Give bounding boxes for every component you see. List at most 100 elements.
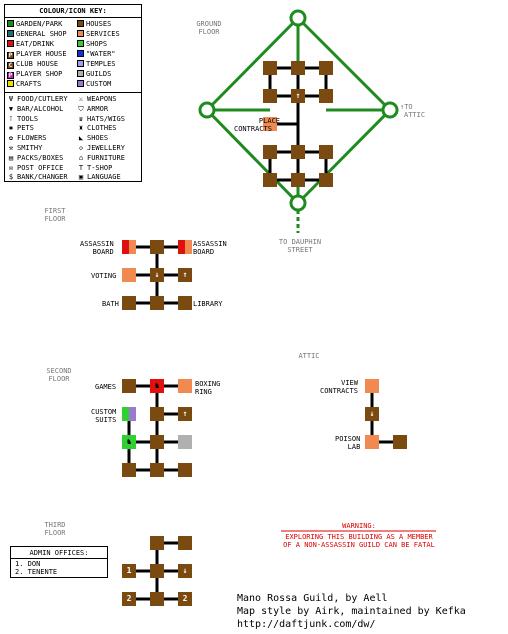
colour-swatch-icon [7,40,14,47]
house-room [122,463,136,477]
colour-swatch-icon: P [7,72,14,79]
house-room: ↓ [365,407,379,421]
house-room: 1 [122,564,136,578]
house-room [291,61,305,75]
key-icon-armor: ⛉ ARMOR [78,104,109,113]
pets-icon: ✱ [8,124,14,133]
house-room [150,564,164,578]
house-room [393,435,407,449]
boxing-ring-label: BOXING RING [195,380,221,396]
place-contracts-label: PLACE [258,117,280,125]
smithy-icon: ⚒ [8,144,14,152]
house-room [291,145,305,159]
admin-offices-box: ADMIN OFFICES: 1. DON 2. TENENTE [10,546,108,578]
colour-swatch-icon [77,60,84,67]
assassin-board-room [178,240,192,254]
key-colour-houses: HOUSES [77,20,111,29]
to-attic-label: ↑TO ATTIC [400,103,426,119]
second-floor-title: SECOND FLOOR [46,367,72,383]
key-icon-packs-boxes: ▤ PACKS/BOXES [8,153,64,162]
guild-room [178,435,192,449]
admin-office-number: 2 [126,594,132,603]
packs-boxes-icon: ▤ [8,153,14,162]
key-icon-hats-wigs: ♛ HATS/WIGS [78,114,125,123]
warning-line-1: EXPLORING THIS BUILDING AS A MEMBER [285,533,433,541]
house-room [263,61,277,75]
house-room: ↓ [150,268,164,282]
stairs-down-icon: ↓ [369,409,375,418]
ground-garden-paths [205,16,392,233]
key-colour-services: SERVICES [77,30,120,39]
armor-icon: ⛉ [78,104,84,113]
key-colour-water: "WATER" [77,50,116,59]
house-room: 2 [122,592,136,606]
house-room [178,296,192,310]
warning-title: WARNING: [342,522,376,530]
key-icon-jewellery: ◇ JEWELLERY [78,144,125,152]
house-room: ↓ [178,564,192,578]
house-room: ↑ [178,268,192,282]
key-divider [5,92,141,93]
key-icon-bank-changer: $ BANK/CHANGER [8,173,68,182]
ground-garden-nodes [198,9,399,212]
credit-style: Map style by Airk, maintained by Kefka [237,606,466,617]
key-colour-crafts: CRAFTS [7,80,41,89]
key-colour-shops: SHOPS [77,40,107,49]
shop-room: ♞ [122,435,136,449]
colour-swatch-icon [77,70,84,77]
weapons-icon: ♞ [154,381,160,390]
admin-office-1: 1. DON [15,560,41,568]
tools-icon: ⊺ [9,114,13,123]
voting-label: VOTING [91,272,117,280]
house-room [291,173,305,187]
credit-title: Mano Rossa Guild, by Aell [237,593,388,604]
colour-swatch-icon [7,80,14,87]
house-room [319,61,333,75]
custom-suits-room [122,407,136,421]
admin-offices-title: ADMIN OFFICES: [29,549,89,557]
house-room [150,592,164,606]
third-floor-title: THIRD FLOOR [44,521,66,537]
colour-swatch-icon [77,20,84,27]
key-colour-player-house: P PLAYER HOUSE [7,50,67,59]
credit-url[interactable]: http://daftjunk.com/dw/ [237,619,376,630]
house-room [150,463,164,477]
post-office-icon: ✉ [8,163,14,172]
service-room [365,435,379,449]
service-room [122,268,136,282]
stairs-up-icon: ↑ [182,270,188,279]
stairs-down-icon: ↓ [154,270,160,279]
games-label: GAMES [95,383,117,391]
warning-line-2: OF A NON-ASSASSIN GUILD CAN BE FATAL [283,541,435,549]
house-room [319,173,333,187]
house-room [263,89,277,103]
assassin-board-left-label: ASSASSIN BOARD [80,240,114,256]
second-corridors [127,384,185,472]
key-icon-t-shop: T T-SHOP [78,163,113,172]
key-icon-furniture: ⌂ FURNITURE [78,153,125,162]
bath-label: BATH [102,300,119,308]
key-icon-bar-alcohol: ▼ BAR/ALCOHOL [8,104,64,113]
place-contracts-label-2: CONTRACTS [234,125,272,133]
service-room [263,117,277,131]
key-icon-pets: ✱ PETS [8,124,34,133]
to-dauphin-street-label: TO DAUPHIN STREET [278,238,322,254]
colour-swatch-icon [77,30,84,37]
key-colour-guilds: GUILDS [77,70,111,79]
house-room [178,536,192,550]
admin-office-2: 2. TENENTE [15,568,58,576]
house-room [150,435,164,449]
colour-swatch-icon [7,30,14,37]
house-room: 2 [178,592,192,606]
key-colour-eat-drink: EAT/DRINK [7,40,54,49]
house-room [150,407,164,421]
key-colour-custom: CUSTOM [77,80,111,89]
house-room [319,89,333,103]
house-room [178,463,192,477]
bank-changer-icon: $ [8,173,14,182]
colour-swatch-icon [77,50,84,57]
key-icon-food-cutlery: Ψ FOOD/CUTLERY [8,95,68,103]
stairs-down-icon: ↓ [182,566,188,575]
flowers-icon: ✿ [8,134,14,143]
ground-floor-title: GROUND FLOOR [196,20,222,36]
